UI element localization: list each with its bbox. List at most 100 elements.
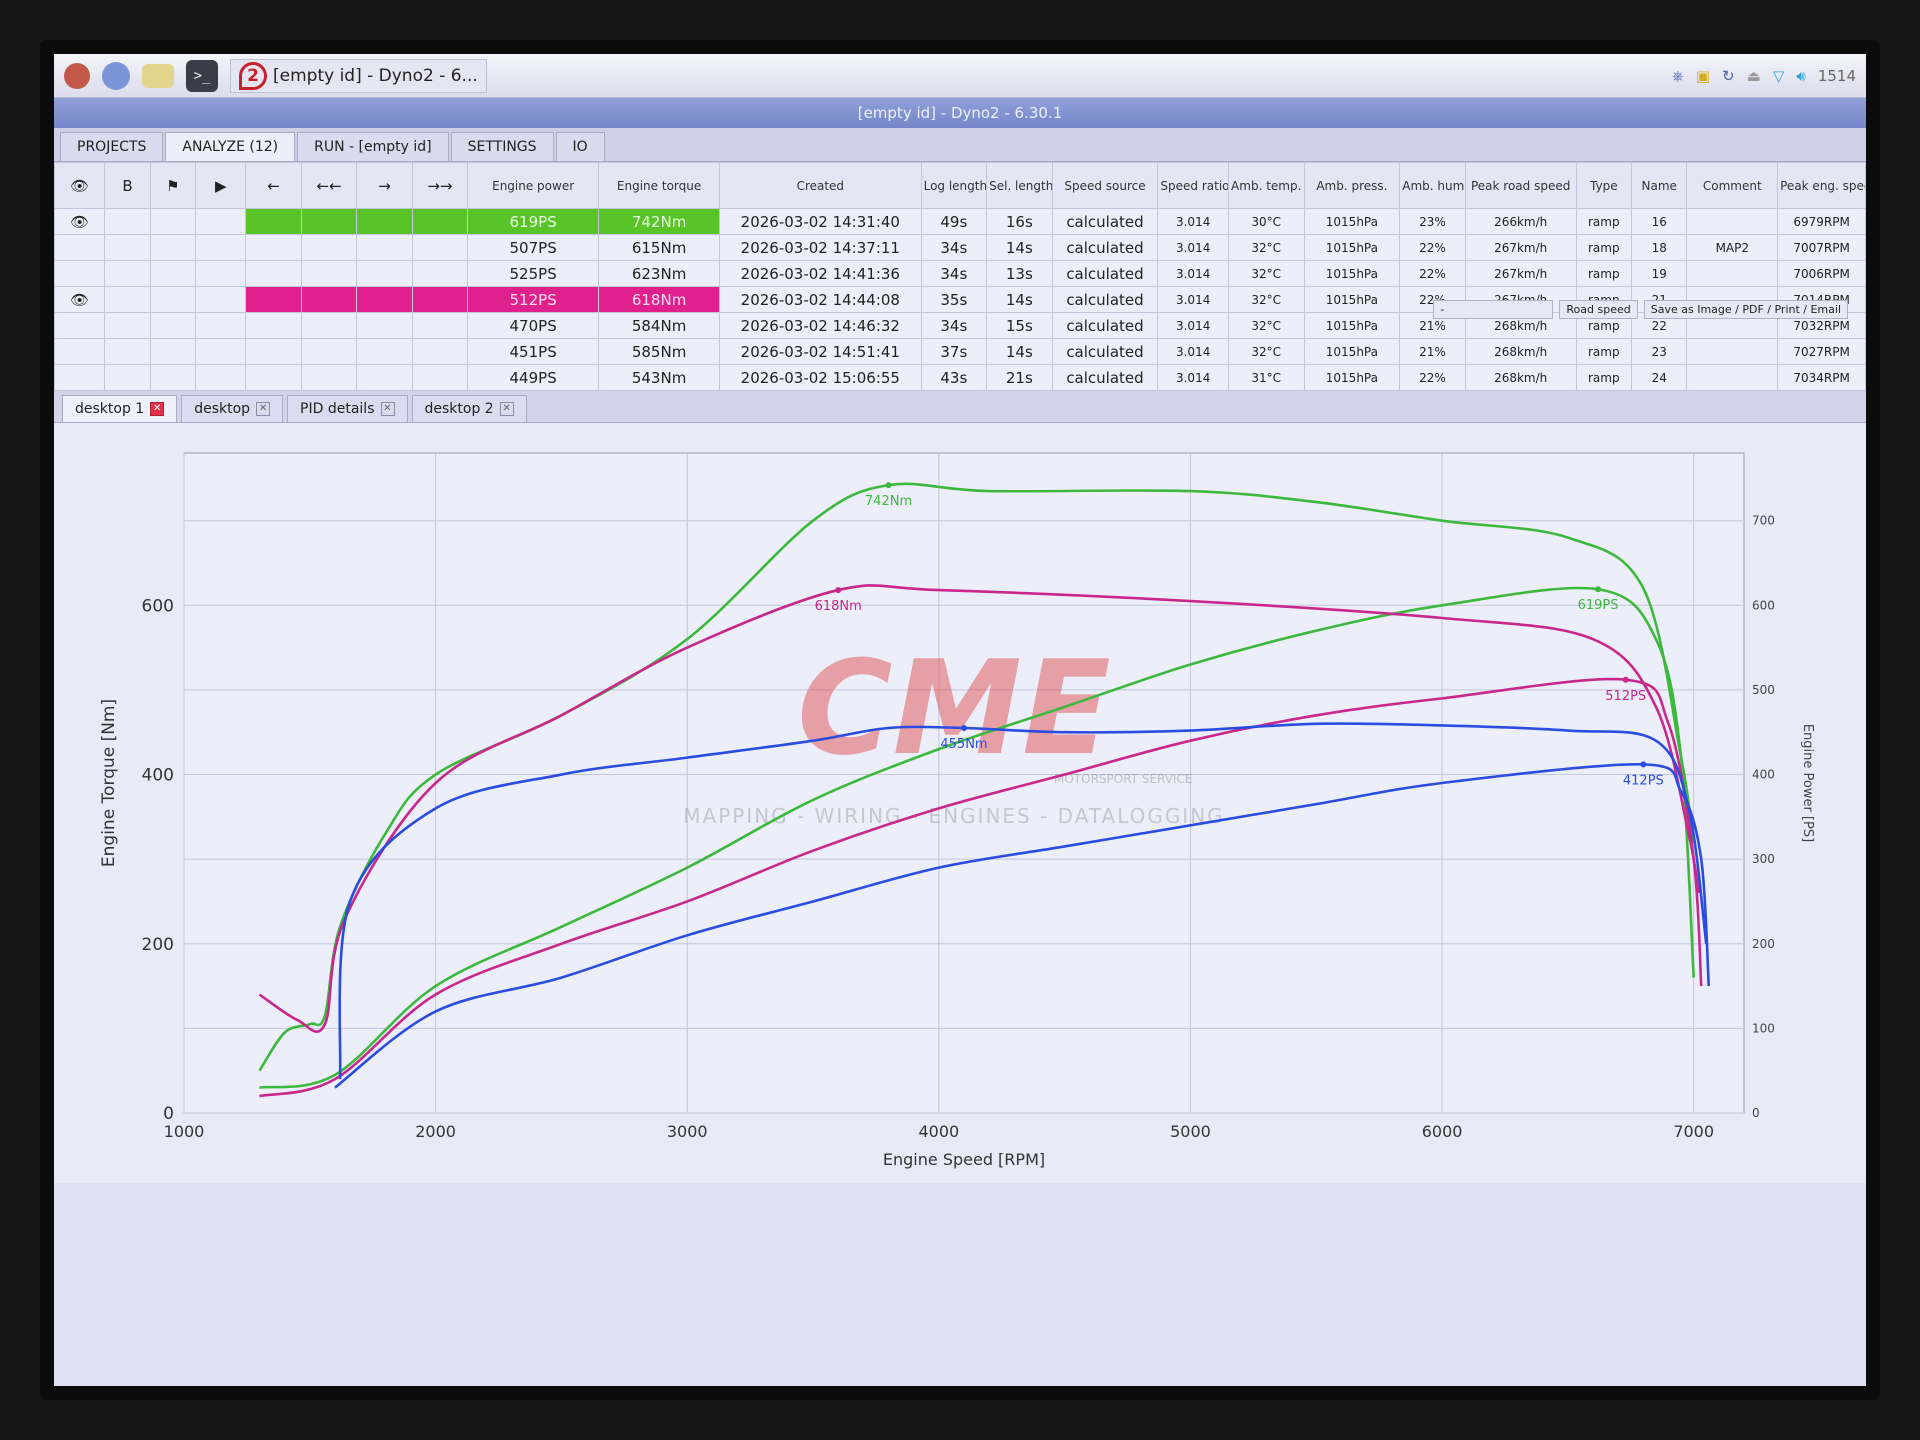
arrow-button-0[interactable]: ← — [245, 162, 302, 209]
table-row[interactable]: 470PS 584Nm 2026-03-02 14:46:32 34s 15s calcu… — [54, 312, 1866, 339]
row-cell[interactable] — [149, 286, 197, 313]
play-icon[interactable]: ▶ — [195, 162, 247, 209]
color-bar-cell[interactable] — [356, 312, 413, 339]
row-cell[interactable] — [195, 260, 247, 287]
speed-axis-dropdown[interactable]: Road speed — [1559, 300, 1638, 319]
filter-dropdown[interactable]: - — [1433, 300, 1554, 319]
color-bar-cell[interactable] — [300, 286, 358, 313]
color-bar-cell[interactable] — [411, 312, 469, 339]
row-cell[interactable] — [104, 234, 151, 261]
visible-eye-icon[interactable]: 👁︎ — [54, 286, 106, 313]
row-cell[interactable] — [104, 312, 151, 339]
eject-icon[interactable]: ⏏ — [1746, 66, 1761, 85]
column-header[interactable]: Log length — [920, 162, 988, 209]
close-icon[interactable]: ✕ — [150, 402, 165, 416]
row-cell[interactable] — [149, 312, 197, 339]
network-icon[interactable]: ▣ — [1695, 66, 1711, 85]
tab-run-empty-id[interactable]: RUN - [empty id] — [297, 132, 449, 161]
row-cell[interactable] — [104, 260, 151, 287]
color-bar-cell[interactable] — [356, 208, 413, 235]
close-icon[interactable]: ✕ — [499, 402, 514, 416]
table-row[interactable]: 507PS 615Nm 2026-03-02 14:37:11 34s 14s calcu… — [54, 234, 1866, 261]
wifi-icon[interactable]: ▽ — [1772, 66, 1785, 85]
visibility-toggle[interactable] — [54, 260, 106, 287]
globe-browser-icon[interactable] — [102, 61, 130, 90]
row-cell[interactable] — [149, 338, 197, 365]
row-cell[interactable] — [195, 364, 247, 391]
row-cell[interactable] — [149, 208, 197, 235]
column-header[interactable]: Speed source — [1051, 162, 1159, 209]
save-export-button[interactable]: Save as Image / PDF / Print / Email — [1643, 300, 1848, 319]
color-bar-cell[interactable] — [356, 286, 413, 313]
raspberry-menu-icon[interactable] — [64, 62, 90, 89]
visibility-toggle[interactable] — [54, 312, 106, 339]
row-cell[interactable] — [195, 286, 247, 313]
color-bar-cell[interactable] — [245, 312, 302, 339]
tab-projects[interactable]: PROJECTS — [60, 132, 164, 161]
color-bar-cell[interactable] — [245, 208, 302, 235]
color-bar-cell[interactable] — [356, 364, 413, 391]
baseline-b-button[interactable]: B — [104, 162, 151, 209]
row-cell[interactable] — [104, 208, 151, 235]
column-header[interactable]: Sel. length — [986, 162, 1053, 209]
tab-analyze-12[interactable]: ANALYZE (12) — [165, 132, 296, 161]
visibility-toggle[interactable] — [54, 234, 106, 261]
arrow-button-2[interactable]: → — [356, 162, 413, 209]
color-bar-cell[interactable] — [356, 338, 413, 365]
folder-icon[interactable] — [142, 63, 174, 88]
color-bar-cell[interactable] — [411, 364, 469, 391]
table-row[interactable]: 👁︎ 619PS 742Nm 2026-03-02 14:31:40 49s 16s cal… — [54, 208, 1866, 235]
color-bar-cell[interactable] — [245, 338, 302, 365]
table-row[interactable]: 451PS 585Nm 2026-03-02 14:51:41 37s 14s calcu… — [54, 338, 1866, 365]
visibility-toggle[interactable] — [54, 338, 106, 365]
desktop-tab-pid-details[interactable]: PID details ✕ — [287, 395, 408, 422]
column-header[interactable]: Peak road speed — [1464, 162, 1577, 209]
table-row[interactable]: 525PS 623Nm 2026-03-02 14:41:36 34s 13s calcu… — [54, 260, 1866, 287]
taskbar-app-dyno2[interactable]: 2 [empty id] - Dyno2 - 6... — [230, 58, 487, 93]
flag-icon[interactable]: ⚑ — [149, 162, 197, 209]
column-header[interactable]: Name — [1631, 162, 1688, 209]
arrow-button-3[interactable]: →→ — [411, 162, 469, 209]
column-header[interactable]: Engine power — [467, 162, 600, 209]
row-cell[interactable] — [104, 286, 151, 313]
row-cell[interactable] — [195, 338, 247, 365]
row-cell[interactable] — [149, 364, 197, 391]
row-cell[interactable] — [195, 234, 247, 261]
color-bar-cell[interactable] — [300, 312, 358, 339]
close-icon[interactable]: ✕ — [380, 402, 395, 416]
color-bar-cell[interactable] — [356, 234, 413, 261]
color-bar-cell[interactable] — [411, 260, 469, 287]
color-bar-cell[interactable] — [245, 286, 302, 313]
sync-icon[interactable]: ↻ — [1722, 66, 1735, 85]
color-bar-cell[interactable] — [300, 338, 358, 365]
arrow-button-1[interactable]: ←← — [300, 162, 358, 209]
color-bar-cell[interactable] — [300, 260, 358, 287]
color-bar-cell[interactable] — [411, 286, 469, 313]
row-cell[interactable] — [104, 338, 151, 365]
color-bar-cell[interactable] — [300, 208, 358, 235]
volume-icon[interactable]: 🔊︎ — [1796, 66, 1806, 85]
table-row[interactable]: 449PS 543Nm 2026-03-02 15:06:55 43s 21s calcu… — [54, 364, 1866, 391]
color-bar-cell[interactable] — [411, 234, 469, 261]
color-bar-cell[interactable] — [300, 364, 358, 391]
color-bar-cell[interactable] — [411, 208, 469, 235]
column-header[interactable]: Amb. hum. — [1399, 162, 1466, 209]
tab-io[interactable]: IO — [555, 132, 605, 161]
desktop-tab-desktop[interactable]: desktop ✕ — [181, 395, 284, 422]
color-bar-cell[interactable] — [300, 234, 358, 261]
color-bar-cell[interactable] — [245, 364, 302, 391]
column-header[interactable]: Speed ratio — [1157, 162, 1229, 209]
row-cell[interactable] — [195, 312, 247, 339]
close-icon[interactable]: ✕ — [256, 402, 271, 416]
column-header[interactable]: Peak eng. speed — [1777, 162, 1866, 209]
column-header[interactable]: Amb. press. — [1303, 162, 1401, 209]
tab-settings[interactable]: SETTINGS — [450, 132, 554, 161]
color-bar-cell[interactable] — [245, 234, 302, 261]
column-header[interactable]: Created — [719, 162, 922, 209]
column-header[interactable]: Comment — [1686, 162, 1779, 209]
terminal-icon[interactable]: >_ — [186, 59, 218, 92]
row-cell[interactable] — [149, 260, 197, 287]
visible-eye-icon[interactable]: 👁︎ — [54, 208, 106, 235]
color-bar-cell[interactable] — [356, 260, 413, 287]
column-header[interactable]: Type — [1575, 162, 1633, 209]
